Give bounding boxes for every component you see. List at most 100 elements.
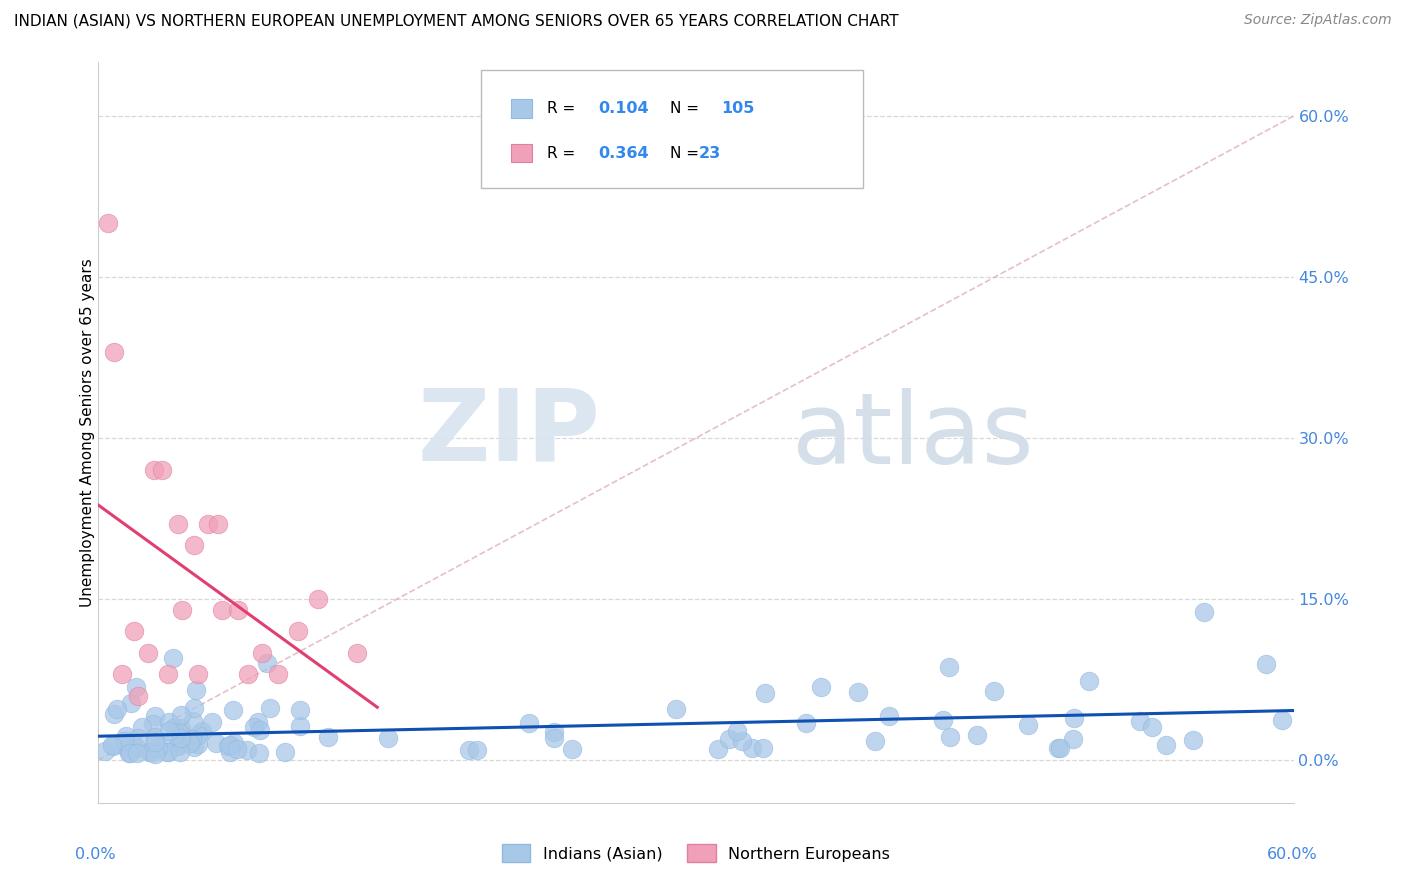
Point [211, 602, 233, 616]
Point [115, 740, 138, 755]
Point [250, 646, 273, 660]
Point [377, 731, 399, 746]
Point [1254, 657, 1277, 671]
Point [752, 740, 775, 755]
Point [288, 703, 311, 717]
Point [1062, 732, 1084, 747]
Point [97, 216, 120, 230]
Point [136, 646, 159, 660]
Point [939, 730, 962, 744]
Point [561, 742, 583, 756]
Point [1140, 721, 1163, 735]
Point [183, 538, 205, 552]
Point [125, 740, 148, 755]
Point [1049, 741, 1071, 756]
Text: N =: N = [669, 145, 703, 161]
Point [146, 740, 169, 755]
Text: R =: R = [547, 101, 579, 116]
Legend: Indians (Asian), Northern Europeans: Indians (Asian), Northern Europeans [495, 838, 897, 869]
Text: Source: ZipAtlas.com: Source: ZipAtlas.com [1244, 13, 1392, 28]
Point [1063, 711, 1085, 725]
Point [1192, 605, 1215, 619]
Point [183, 701, 205, 715]
Point [103, 345, 125, 359]
Point [179, 736, 201, 750]
Point [307, 591, 329, 606]
Text: 60.0%: 60.0% [1267, 847, 1317, 863]
Point [863, 733, 886, 747]
Text: ZIP: ZIP [418, 384, 600, 481]
Text: INDIAN (ASIAN) VS NORTHERN EUROPEAN UNEMPLOYMENT AMONG SENIORS OVER 65 YEARS COR: INDIAN (ASIAN) VS NORTHERN EUROPEAN UNEM… [14, 13, 898, 29]
Point [127, 689, 149, 703]
Point [274, 745, 297, 759]
Point [166, 739, 188, 754]
Y-axis label: Unemployment Among Seniors over 65 years: Unemployment Among Seniors over 65 years [80, 259, 94, 607]
Text: 0.0%: 0.0% [75, 847, 115, 863]
Point [236, 667, 259, 681]
Point [222, 703, 245, 717]
Point [143, 731, 166, 745]
Point [346, 646, 368, 660]
Point [1077, 673, 1099, 688]
Point [143, 735, 166, 749]
Point [877, 708, 900, 723]
Point [932, 713, 955, 727]
Point [191, 723, 214, 738]
Point [543, 731, 565, 746]
Point [167, 516, 190, 531]
Point [316, 730, 339, 744]
Point [187, 728, 209, 742]
Point [124, 680, 146, 694]
Point [219, 745, 242, 759]
Point [846, 684, 869, 698]
Point [143, 709, 166, 723]
Point [259, 701, 281, 715]
Text: N =: N = [669, 101, 703, 116]
Point [143, 747, 166, 761]
Point [243, 720, 266, 734]
Point [543, 725, 565, 739]
Point [706, 741, 728, 756]
Point [172, 602, 194, 616]
Point [665, 701, 688, 715]
Point [207, 516, 229, 531]
Point [741, 740, 763, 755]
Point [197, 516, 219, 531]
Point [205, 736, 228, 750]
Point [1156, 738, 1178, 752]
Point [290, 719, 312, 733]
Point [150, 463, 173, 477]
Point [217, 739, 239, 754]
Point [287, 624, 309, 639]
Text: atlas: atlas [792, 388, 1033, 485]
Point [1046, 741, 1069, 756]
Point [225, 741, 247, 756]
Point [256, 657, 278, 671]
Point [247, 746, 270, 760]
Point [118, 746, 141, 760]
Point [121, 733, 143, 747]
Point [794, 716, 817, 731]
Point [120, 696, 142, 710]
Point [143, 463, 166, 477]
Point [138, 745, 160, 759]
Point [1129, 714, 1152, 728]
Point [157, 714, 180, 729]
Bar [510, 144, 533, 162]
Point [170, 722, 193, 736]
Point [127, 731, 149, 746]
Point [105, 702, 128, 716]
Point [101, 739, 124, 753]
Point [118, 746, 141, 760]
Point [717, 732, 740, 747]
Point [187, 667, 209, 681]
Point [166, 739, 188, 753]
Point [124, 624, 146, 639]
Point [170, 707, 193, 722]
Text: 105: 105 [721, 101, 755, 116]
Point [156, 745, 179, 759]
Point [1017, 718, 1039, 732]
Point [170, 731, 193, 746]
Point [810, 680, 832, 694]
Point [249, 723, 271, 738]
